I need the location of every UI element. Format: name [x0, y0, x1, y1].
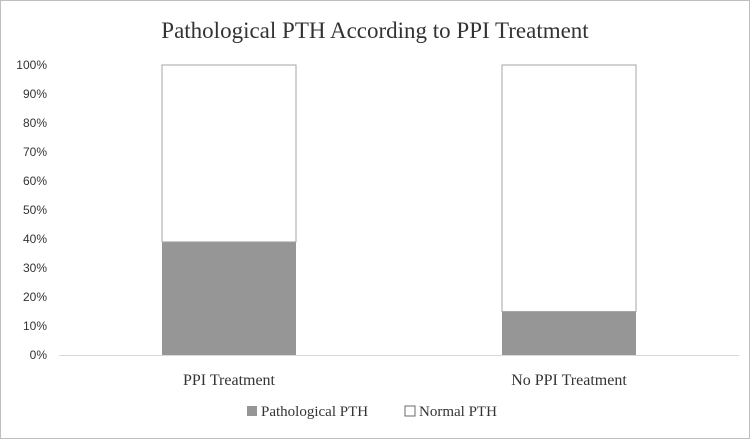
legend-label: Pathological PTH [261, 404, 368, 420]
bar-normal-pth [161, 64, 297, 243]
y-tick-label: 80% [23, 116, 47, 130]
y-tick-label: 20% [23, 290, 47, 304]
bar-pathological-pth [162, 241, 296, 355]
plot-area: 0% 10% 20% 30% 40% 50% 60% 70% 80% 90% 100% PPI Tre… [16, 58, 739, 389]
y-tick-label: 60% [23, 174, 47, 188]
y-tick-label: 40% [23, 232, 47, 246]
legend: Pathological PTH Normal PTH [247, 404, 497, 420]
legend-label: Normal PTH [419, 404, 497, 420]
y-tick-label: 50% [23, 203, 47, 217]
y-tick-label: 100% [16, 58, 47, 72]
bar-pathological-pth [502, 311, 636, 355]
y-tick-label: 10% [23, 319, 47, 333]
y-tick-label: 30% [23, 261, 47, 275]
x-tick-label: PPI Treatment [183, 372, 276, 389]
x-tick-label: No PPI Treatment [511, 372, 627, 389]
y-tick-label: 70% [23, 145, 47, 159]
chart-title: Pathological PTH According to PPI Treatm… [161, 18, 589, 43]
y-tick-label: 90% [23, 87, 47, 101]
bar-normal-pth [501, 64, 637, 312]
y-tick-label: 0% [30, 348, 48, 362]
legend-swatch [247, 406, 257, 416]
legend-swatch [404, 405, 416, 417]
